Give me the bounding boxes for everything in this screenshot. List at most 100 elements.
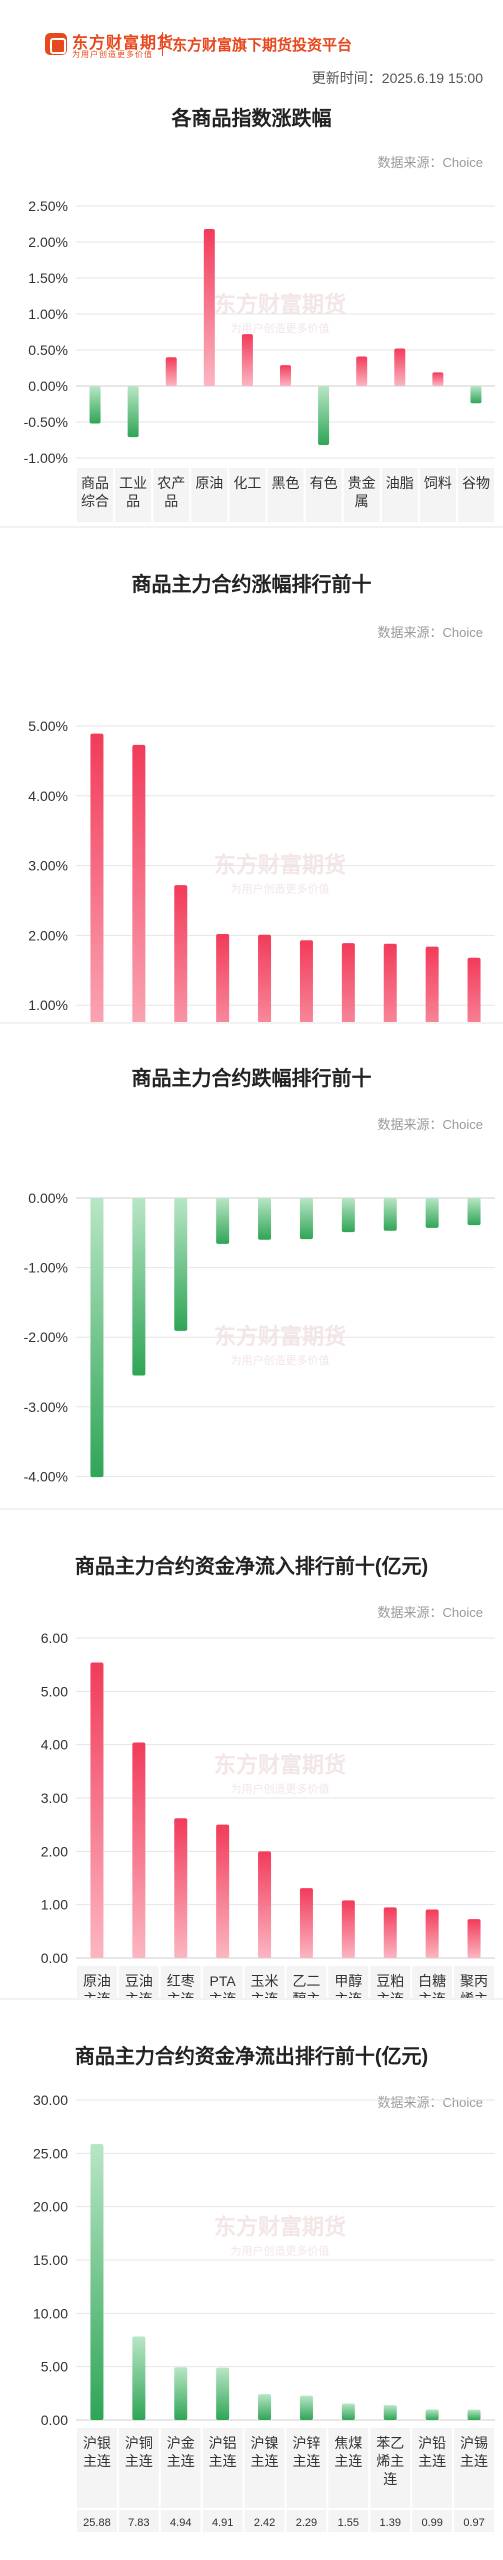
section-divider [0, 526, 503, 528]
bar [174, 1198, 188, 1331]
section-net-outflow: 商品主力合约资金净流出排行前十(亿元) 数据来源：Choice 东方财富期货 为用… [0, 2000, 503, 2560]
bar [216, 2367, 230, 2420]
category-cell [286, 2428, 327, 2508]
bar [467, 1198, 481, 1226]
bar [132, 744, 146, 1022]
category-label: 醇主 [292, 1991, 320, 1998]
section-title: 商品主力合约资金净流入排行前十(亿元) [74, 1556, 429, 1578]
bar [425, 2409, 439, 2420]
bar [174, 1818, 188, 1958]
brand-divider [162, 32, 163, 56]
brand-name: 东方财富期货 [72, 35, 175, 52]
category-label: 沪铅 [418, 2435, 446, 2451]
value-label: 4.91 [212, 2517, 233, 2529]
bar [467, 1919, 481, 1958]
y-tick-label: 4.00 [41, 1737, 68, 1753]
category-label: 沪锡 [460, 2435, 488, 2451]
value-cell [454, 2510, 494, 2532]
category-label: 主连 [83, 1991, 111, 1998]
y-tick-label: 3.00% [28, 858, 68, 874]
bar [90, 2143, 104, 2420]
y-tick-label: 1.00% [28, 997, 68, 1013]
data-source: 数据来源：Choice [377, 2095, 483, 2110]
bar [383, 1198, 397, 1231]
bar [258, 1198, 272, 1240]
section-title: 商品主力合约跌幅排行前十 [131, 1068, 372, 1090]
page-header: 东方财富期货 为用户创造更多价值 东方财富旗下期货投资平台 更新时间：2025.… [0, 0, 503, 96]
value-cell [118, 2510, 159, 2532]
category-cell [454, 1966, 494, 1998]
y-tick-label: 1.50% [28, 270, 68, 286]
bar [425, 1198, 439, 1228]
category-cell [412, 1966, 453, 1998]
bar [299, 1888, 313, 1958]
bar [280, 365, 291, 386]
value-label: 7.83 [128, 2517, 149, 2529]
bar [341, 1900, 355, 1958]
value-label: 2.42 [254, 2517, 275, 2529]
category-label: 综合 [81, 493, 109, 509]
category-cell [457, 468, 494, 522]
y-tick-label: 5.00 [41, 2359, 68, 2375]
y-tick-label: 4.00% [28, 788, 68, 804]
y-tick-label: 2.00% [28, 234, 68, 250]
category-cell [118, 2428, 159, 2508]
value-label: 0.97 [463, 2517, 484, 2529]
bar [258, 2394, 272, 2420]
bar [383, 2405, 397, 2420]
value-label: 0.99 [421, 2517, 442, 2529]
category-label: 烯主 [460, 1991, 488, 1998]
bar [299, 2395, 313, 2420]
category-label: 主连 [125, 2453, 153, 2469]
bar [470, 386, 482, 404]
category-label: 豆油 [125, 1973, 153, 1989]
category-cell [419, 468, 456, 522]
category-label: 沪铜 [125, 2435, 153, 2451]
category-label: 沪铝 [209, 2435, 237, 2451]
watermark-text: 东方财富期货 [214, 853, 346, 878]
value-cell [370, 2510, 411, 2532]
category-cell [118, 1966, 159, 1998]
y-tick-label: 5.00% [28, 718, 68, 734]
category-cell [77, 2428, 117, 2508]
bar [127, 386, 139, 438]
bar [90, 1198, 104, 1478]
bar [90, 733, 104, 1022]
value-label: 1.39 [380, 2517, 401, 2529]
section-net-inflow: 商品主力合约资金净流入排行前十(亿元) 数据来源：Choice 东方财富期货 为用… [0, 1510, 503, 1998]
category-label: 原油 [195, 475, 223, 491]
category-label: 化工 [233, 475, 261, 491]
category-label: 原油 [83, 1973, 111, 1989]
category-label: 红枣 [167, 1973, 195, 1989]
category-label: 饲料 [424, 475, 452, 491]
category-label: 主连 [209, 2453, 237, 2469]
category-cell [328, 1966, 369, 1998]
category-label: 主连 [418, 1991, 446, 1998]
category-label: 主连 [460, 2453, 488, 2469]
bar [216, 934, 230, 1022]
bar [241, 334, 253, 386]
platform-tagline: 东方财富旗下期货投资平台 [172, 37, 353, 54]
category-label: 主连 [251, 2453, 279, 2469]
category-cell [160, 2428, 201, 2508]
category-label: 豆粕 [376, 1973, 404, 1989]
bar [425, 1909, 439, 1958]
category-cell [328, 2428, 369, 2508]
y-tick-label: -2.00% [24, 1329, 68, 1345]
category-label: 谷物 [462, 475, 490, 491]
bar [318, 386, 330, 446]
category-label: 主连 [334, 2453, 362, 2469]
y-tick-label: 20.00 [33, 2199, 68, 2215]
bar [383, 943, 397, 1022]
category-label: PTA [210, 1973, 237, 1989]
category-label: 焦煤 [334, 2435, 362, 2451]
bar [383, 1907, 397, 1958]
category-cell [267, 468, 304, 522]
watermark-text: 东方财富期货 [214, 292, 346, 317]
value-label: 2.29 [296, 2517, 317, 2529]
bar [132, 2336, 146, 2420]
bar [216, 1824, 230, 1958]
